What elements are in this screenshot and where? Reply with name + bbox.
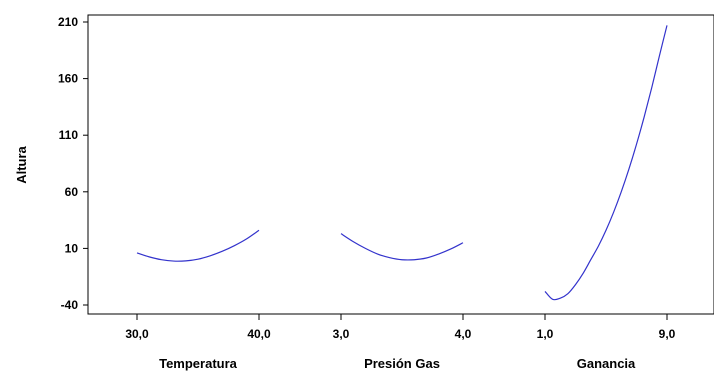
plot-area-border <box>88 15 714 314</box>
x-axis-ticks: 30,0 40,0 Temperatura 3,0 4,0 Presión Gas 1,0 9… <box>125 314 675 371</box>
y-axis: -40 10 60 110 160 210 <box>58 15 88 312</box>
panel-3-xlabel: Ganancia <box>577 356 636 371</box>
y-tick-label: 160 <box>58 72 78 86</box>
x-tick-label: 4,0 <box>455 327 472 341</box>
panel-1-curve <box>137 230 259 261</box>
x-tick-label: 30,0 <box>125 327 149 341</box>
x-tick-label: 9,0 <box>659 327 676 341</box>
panels <box>137 25 667 299</box>
plot-frame <box>88 15 714 314</box>
panel-2-curve <box>341 234 463 260</box>
x-tick-label: 40,0 <box>247 327 271 341</box>
x-tick-label: 1,0 <box>537 327 554 341</box>
y-tick-label: -40 <box>61 298 79 312</box>
y-axis-label: Altura <box>14 145 29 183</box>
x-tick-label: 3,0 <box>333 327 350 341</box>
y-tick-label: 60 <box>65 185 79 199</box>
panel-3-curve <box>545 25 667 299</box>
panel-2-xlabel: Presión Gas <box>364 356 440 371</box>
panel-1-xlabel: Temperatura <box>159 356 238 371</box>
y-tick-label: 210 <box>58 15 78 29</box>
y-tick-label: 110 <box>59 128 79 142</box>
y-tick-label: 10 <box>65 241 79 255</box>
